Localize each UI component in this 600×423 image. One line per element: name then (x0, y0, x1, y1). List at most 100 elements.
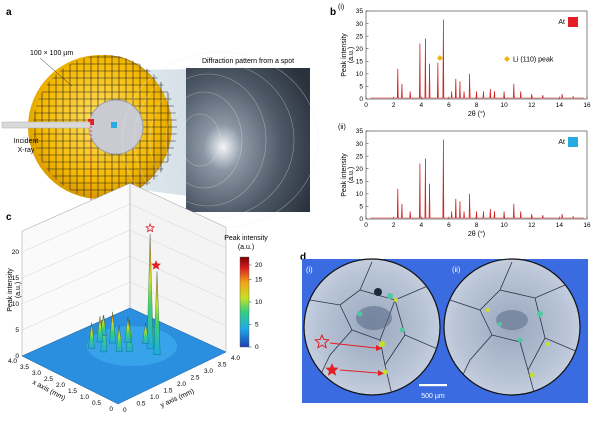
x-tick-label: 0 (109, 406, 113, 413)
intensity-spike (142, 322, 149, 344)
xrd-pattern-line (370, 19, 585, 99)
at-label: At (558, 139, 565, 146)
panel-b-label: b (330, 7, 336, 18)
x-tick-label: 12 (528, 102, 536, 109)
x-tick-label: 2 (392, 102, 396, 109)
grid-size-label: 100 × 100 µm (30, 50, 73, 57)
intensity-spike (146, 234, 154, 349)
y-axis-label: Peak intensity (341, 153, 348, 197)
x-tick-label: 6 (447, 222, 451, 229)
diffraction-title: Diffraction pattern from a spot (202, 58, 294, 65)
y-tick-label: 30 (356, 141, 364, 148)
x-tick-label: 14 (556, 222, 564, 229)
y-tick-label: 2.0 (177, 381, 186, 388)
panel-d-label: d (300, 252, 306, 263)
xrd-plot-ii: 0 5 10 15 20 25 30 35 0 2 4 6 8 10 12 14 16 (ii) Peak inte… (338, 124, 591, 238)
micrograph-ii-label: (ii) (452, 265, 461, 274)
arrowhead-hollow (376, 345, 382, 351)
colorbar-tick-label: 5 (255, 322, 259, 329)
at-color-marker (568, 137, 578, 147)
x-tick-label: 8 (475, 222, 479, 229)
x-axis-label: 2θ (°) (468, 230, 485, 238)
x-tick-label: 3.5 (20, 364, 29, 371)
y-tick-label: 1.5 (164, 388, 173, 395)
y-tick-label: 2.5 (191, 375, 200, 382)
colorbar-tick-label: 10 (255, 299, 263, 306)
x-tick-label: 2 (392, 222, 396, 229)
red-spot-marker (88, 119, 94, 125)
x-tick-label: 0.5 (92, 400, 101, 407)
y-tick-label: 5 (359, 204, 363, 211)
colorbar-ticks: 20 15 10 5 0 (249, 262, 263, 351)
z-tick-label: 10 (12, 301, 20, 308)
3d-intensity-map: 0510152000.51.01.52.02.53.03.54.000.51.0… (7, 182, 240, 414)
x-tick-label: 0 (364, 102, 368, 109)
plot-frame (365, 130, 588, 220)
z-axis-unit: (a.u.) (15, 282, 22, 298)
incident-label-2: X-ray (18, 147, 35, 154)
y-tick-label: 25 (356, 153, 364, 160)
colorbar-tick-label: 15 (255, 277, 263, 284)
y-tick-label: 0 (359, 216, 363, 223)
x-tick-label: 2.5 (44, 376, 53, 383)
panel-a: a Incident X-ray 100 × 100 µm Diffractio… (1, 7, 319, 282)
y-tick-label: 0 (123, 407, 127, 414)
diffraction-pattern-image (186, 68, 310, 212)
x-tick-label: 1.0 (80, 394, 89, 401)
y-tick-label: 30 (356, 21, 364, 28)
x-tick-label: 8 (475, 102, 479, 109)
li-peak-diamond (436, 55, 443, 62)
y-axis-label: Peak intensity (341, 33, 348, 77)
plot-frame (365, 10, 588, 100)
z-tick-label: 15 (12, 275, 20, 282)
colorbar-title-2: (a.u.) (238, 244, 254, 251)
colorbar-title-1: Peak intensity (224, 235, 268, 242)
intensity-spike (124, 316, 132, 343)
x-tick-label: 10 (501, 102, 509, 109)
micrograph-i-label: (i) (306, 265, 313, 274)
hollow-star-marker (314, 333, 330, 349)
intensity-spike (88, 322, 95, 349)
panel-c-label: c (6, 212, 12, 223)
diffraction-rings (121, 51, 319, 229)
z-tick-label: 5 (15, 327, 19, 334)
scale-bar (419, 384, 447, 387)
lithium-deposits-ii (486, 308, 550, 378)
intensity-spike (109, 311, 116, 344)
x-tick-label: 16 (583, 102, 591, 109)
y-axis-unit: (a.u.) (348, 47, 355, 63)
micrograph-ii: (ii) (443, 258, 581, 396)
x-tick-label: 1.5 (68, 388, 77, 395)
at-label: At (558, 19, 565, 26)
y-tick-label: 1.0 (150, 394, 159, 401)
z-tick-label: 20 (12, 249, 20, 256)
x-tick-label: 4 (419, 102, 423, 109)
xrd-pattern-line (370, 139, 585, 219)
x-tick-label: 4 (419, 222, 423, 229)
plot-roman-label: (i) (338, 4, 344, 11)
z-axis-label: Peak intensity (7, 268, 14, 312)
colorbar-tick-label: 0 (255, 344, 259, 351)
y-tick-label: 10 (356, 191, 364, 198)
y-tick-label: 15 (356, 178, 364, 185)
y-tick-label: 10 (356, 71, 364, 78)
panel-c: c 0510152000.51.01.52.02.53.03.54.000.51… (6, 182, 268, 414)
y-tick-label: 25 (356, 33, 364, 40)
x-tick-label: 0 (364, 222, 368, 229)
y-tick-label: 20 (356, 166, 364, 173)
y-tick-label: 3.5 (218, 362, 227, 369)
arrow-hollow-star (329, 342, 377, 349)
plot-roman-label: (ii) (338, 124, 346, 131)
z-tick-label: 0 (15, 353, 19, 360)
x-axis-label: 2θ (°) (468, 110, 485, 118)
incident-label-1: Incident (14, 138, 39, 145)
panel-a-label: a (6, 7, 12, 18)
y-tick-label: 35 (356, 128, 364, 135)
scale-bar-label: 500 µm (421, 393, 445, 400)
incident-xray-beam (1, 121, 91, 129)
x-tick-label: 10 (501, 222, 509, 229)
legend-diamond (504, 56, 510, 62)
y-tick-label: 35 (356, 8, 364, 15)
